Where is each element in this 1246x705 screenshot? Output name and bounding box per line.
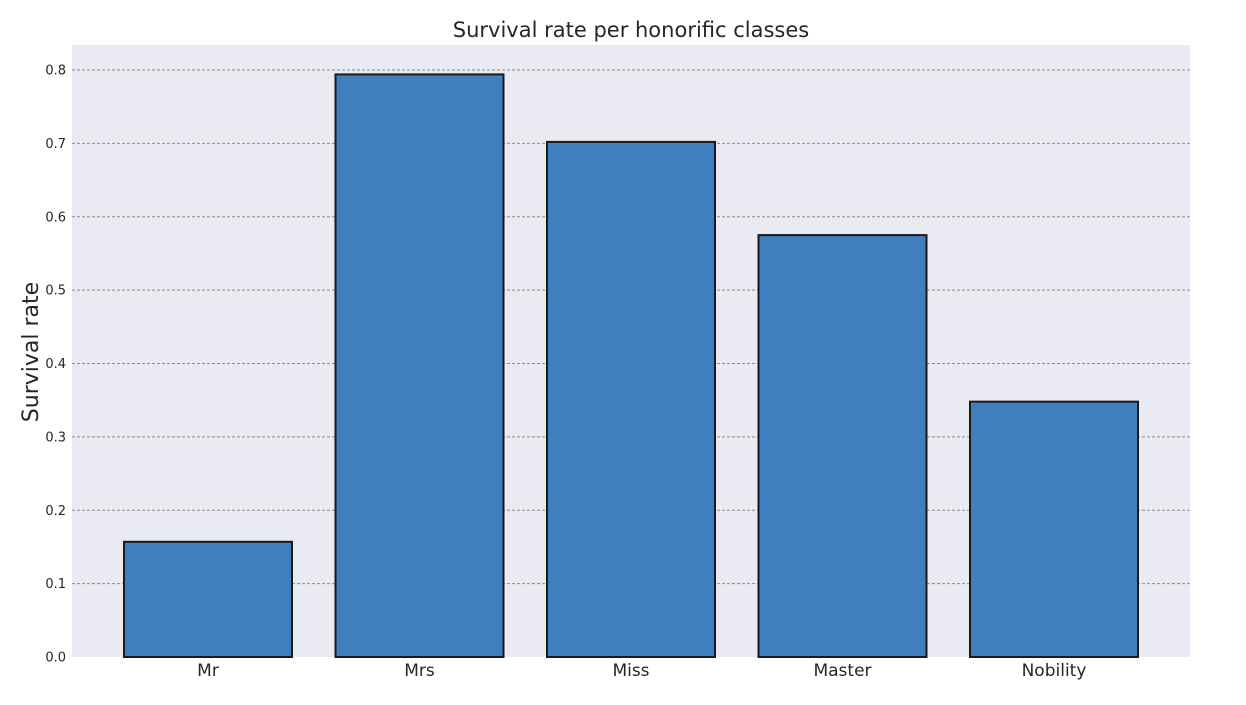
y-tick-label: 0.3	[45, 430, 66, 445]
bar-miss	[546, 140, 716, 659]
y-tick-label: 0.7	[45, 137, 66, 152]
bar-mrs	[334, 73, 505, 658]
x-tick-label-mrs: Mrs	[404, 661, 435, 681]
y-tick-label: 0.6	[45, 210, 66, 225]
y-tick-label: 0.2	[45, 504, 66, 519]
x-tick-label-miss: Miss	[612, 661, 649, 681]
y-tick-label: 0.4	[45, 357, 66, 372]
x-tick-label-nobility: Nobility	[1022, 661, 1087, 681]
x-tick-label-master: Master	[813, 661, 871, 681]
chart-title: Survival rate per honorific classes	[453, 18, 809, 42]
y-axis-ticks: 0.0 0.1 0.2 0.3 0.4 0.5 0.6 0.7 0.8	[45, 64, 66, 666]
y-tick-label: 0.5	[45, 284, 66, 299]
x-axis-ticks: Mr Mrs Miss Master Nobility	[197, 661, 1086, 681]
bar-master	[757, 234, 928, 658]
y-tick-label: 0.8	[45, 64, 66, 79]
x-tick-label-mr: Mr	[197, 661, 219, 681]
bar-mr	[123, 540, 293, 659]
y-tick-label: 0.1	[45, 577, 66, 592]
bars	[123, 73, 1139, 659]
y-axis-label: Survival rate	[19, 282, 44, 422]
bar-nobility	[969, 400, 1139, 658]
y-tick-label: 0.0	[45, 651, 66, 666]
